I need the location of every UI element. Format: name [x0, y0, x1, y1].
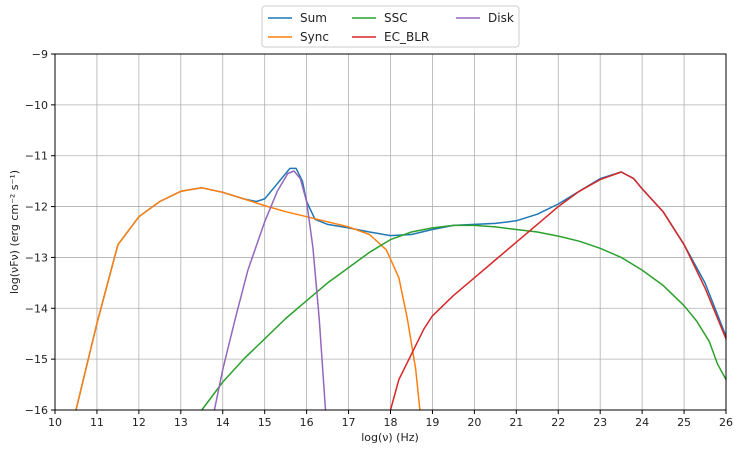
x-tick-label: 14 [216, 416, 230, 429]
legend-label-disk: Disk [488, 11, 514, 25]
y-tick-label: −11 [25, 150, 48, 163]
x-axis-ticks: 10 11 12 13 14 15 16 17 18 19 20 21 22 23 24 25 26 [48, 410, 733, 429]
x-tick-label: 10 [48, 416, 62, 429]
x-tick-label: 23 [593, 416, 607, 429]
x-tick-label: 20 [467, 416, 481, 429]
y-tick-label: −10 [25, 99, 48, 112]
series-line-sync [75, 187, 421, 411]
series-line-disk [213, 170, 327, 411]
x-tick-label: 24 [635, 416, 649, 429]
legend-label-sum: Sum [300, 11, 327, 25]
x-tick-label: 11 [90, 416, 104, 429]
series-line-ssc [201, 224, 727, 411]
x-tick-label: 12 [132, 416, 146, 429]
y-tick-label: −14 [25, 302, 48, 315]
x-tick-label: 13 [174, 416, 188, 429]
series-lines [75, 167, 727, 411]
x-tick-label: 21 [509, 416, 523, 429]
grid [54, 53, 727, 411]
x-tick-label: 18 [384, 416, 398, 429]
x-tick-label: 19 [425, 416, 439, 429]
y-axis-label: log(νFν) (erg cm⁻² s⁻¹) [8, 170, 21, 294]
y-tick-label: −12 [25, 201, 48, 214]
x-tick-label: 16 [300, 416, 314, 429]
y-tick-label: −15 [25, 353, 48, 366]
legend: Sum Sync SSC EC_BLR Disk [261, 5, 520, 48]
x-axis-label: log(ν) (Hz) [361, 431, 419, 444]
legend-label-ssc: SSC [384, 11, 408, 25]
x-tick-label: 26 [719, 416, 733, 429]
x-tick-label: 15 [258, 416, 272, 429]
y-tick-label: −13 [25, 251, 48, 264]
x-tick-label: 22 [551, 416, 565, 429]
series-line-ec-blr [389, 171, 727, 411]
y-axis-ticks: −9 −10 −11 −12 −13 −14 −15 −16 [25, 48, 55, 417]
y-tick-label: −16 [25, 404, 48, 417]
x-tick-label: 25 [677, 416, 691, 429]
legend-box [261, 5, 520, 48]
y-tick-label: −9 [32, 48, 48, 61]
legend-label-sync: Sync [300, 30, 329, 44]
legend-label-ec-blr: EC_BLR [384, 30, 429, 44]
x-tick-label: 17 [342, 416, 356, 429]
